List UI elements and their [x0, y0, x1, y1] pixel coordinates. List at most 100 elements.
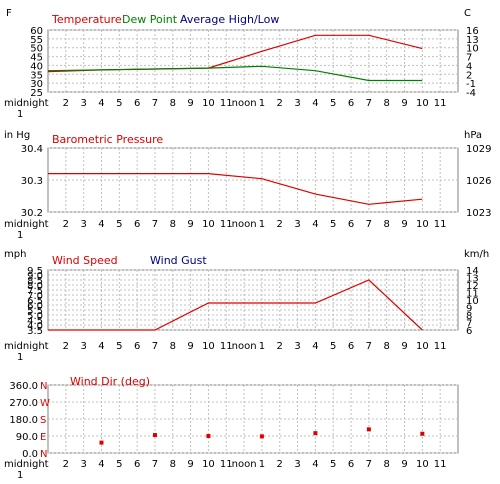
y-tick-label-left: 40: [30, 61, 43, 72]
x-tick-label: 7: [152, 341, 158, 352]
legend-entry: Temperature: [51, 13, 122, 26]
x-tick-label: 7: [366, 219, 372, 230]
x-tick-label: midnight: [4, 459, 49, 470]
y-tick-label-left: 180.0: [9, 415, 38, 426]
x-tick-label: 5: [330, 341, 336, 352]
y-tick-label-left: 7.0: [27, 291, 43, 302]
x-tick-label: 6: [134, 459, 140, 470]
x-tick-label: 2: [63, 98, 69, 109]
x-tick-label: 2: [63, 219, 69, 230]
y-tick-label-left: 50: [30, 44, 43, 55]
data-point: [99, 440, 104, 445]
y-tick-label-left: 30.4: [21, 144, 43, 155]
x-tick-label: 10: [416, 341, 429, 352]
legend-entry: Barometric Pressure: [52, 133, 163, 146]
x-tick-label: midnight: [4, 98, 49, 109]
x-tick-label: 7: [152, 98, 158, 109]
y-tick-label-right: 1023: [466, 208, 491, 219]
x-tick-label: 9: [187, 219, 193, 230]
y-tick-label-right: 13: [466, 35, 479, 46]
x-tick-label: 9: [187, 459, 193, 470]
x-tick-label: 2: [63, 459, 69, 470]
x-tick-label: 5: [330, 459, 336, 470]
y-tick-label-right: 7: [466, 53, 472, 64]
series-line: [47, 65, 423, 82]
unit-right: C: [464, 8, 471, 19]
x-tick-label: 5: [330, 98, 336, 109]
x-tick-label: 3: [294, 219, 300, 230]
x-tick-label: 2: [277, 98, 283, 109]
x-tick-sublabel: 1: [17, 109, 23, 120]
y-tick-label-right: 10: [466, 296, 479, 307]
y-tick-label-left: 360.0: [9, 381, 38, 392]
x-tick-label: 3: [80, 219, 86, 230]
x-tick-label: 3: [80, 341, 86, 352]
y-tick-label-left: 270.0: [9, 398, 38, 409]
y-tick-label-right: -1: [466, 79, 476, 90]
x-tick-label: 8: [170, 98, 176, 109]
x-tick-label: 3: [294, 98, 300, 109]
legend-entry: Dew Point: [122, 13, 178, 26]
y-tick-label-left: 90.0: [16, 432, 38, 443]
y-tick-label-left: 8.0: [27, 281, 43, 292]
x-tick-label: 2: [277, 341, 283, 352]
y-tick-label-right: 7: [466, 319, 472, 330]
y-tick-label-right: 16: [466, 26, 479, 37]
x-tick-label: 10: [416, 98, 429, 109]
x-tick-label: 6: [134, 98, 140, 109]
y-tick-label-right: 10: [466, 44, 479, 55]
y-tick-label-left: 30: [30, 79, 43, 90]
x-tick-label: 11: [434, 98, 447, 109]
x-tick-label: 8: [384, 219, 390, 230]
x-tick-label: 3: [294, 341, 300, 352]
x-tick-label: 2: [277, 459, 283, 470]
x-tick-label: 7: [366, 341, 372, 352]
x-tick-label: 11: [434, 341, 447, 352]
x-tick-label: 6: [348, 341, 354, 352]
x-tick-label: 9: [187, 341, 193, 352]
x-tick-label: 5: [116, 459, 122, 470]
x-tick-label: 10: [202, 219, 215, 230]
y-tick-label-right: 13: [466, 274, 479, 285]
y-tick-label-left: 3.5: [27, 326, 43, 337]
data-point: [366, 427, 371, 432]
y-tick-label-left: 5.0: [27, 311, 43, 322]
y-tick-label-right: 12: [466, 281, 479, 292]
x-tick-label: noon: [232, 341, 257, 352]
x-tick-label: 9: [401, 219, 407, 230]
x-tick-label: 4: [98, 459, 104, 470]
data-point: [259, 434, 264, 439]
x-tick-label: 4: [312, 219, 318, 230]
x-tick-label: 3: [294, 459, 300, 470]
data-point: [313, 431, 318, 436]
x-tick-label: 4: [312, 98, 318, 109]
y-tick-label-right: 14: [466, 266, 479, 277]
data-point: [206, 434, 211, 438]
y-tick-label-right: 1026: [466, 176, 491, 187]
x-tick-label: 9: [401, 98, 407, 109]
y-tick-label-left: 5.5: [27, 306, 43, 317]
unit-right: km/h: [464, 249, 489, 260]
x-tick-label: 11: [434, 219, 447, 230]
compass-label: S: [40, 415, 46, 426]
x-tick-label: 6: [134, 341, 140, 352]
y-tick-label-right: -4: [466, 88, 476, 99]
compass-label: W: [40, 398, 50, 409]
compass-label: E: [40, 432, 46, 443]
x-tick-label: 8: [384, 98, 390, 109]
y-tick-label-left: 30.3: [21, 176, 43, 187]
x-tick-label: 2: [277, 219, 283, 230]
x-tick-label: 8: [384, 459, 390, 470]
y-tick-label-left: 9.0: [27, 271, 43, 282]
y-tick-label-left: 25: [30, 88, 43, 99]
y-tick-label-left: 6.5: [27, 296, 43, 307]
y-tick-label-left: 60: [30, 26, 43, 37]
x-tick-label: midnight: [4, 219, 49, 230]
unit-left: F: [6, 8, 12, 19]
x-tick-label: 1: [259, 341, 265, 352]
x-tick-label: 8: [170, 219, 176, 230]
x-tick-label: 4: [98, 98, 104, 109]
x-tick-label: 10: [416, 219, 429, 230]
